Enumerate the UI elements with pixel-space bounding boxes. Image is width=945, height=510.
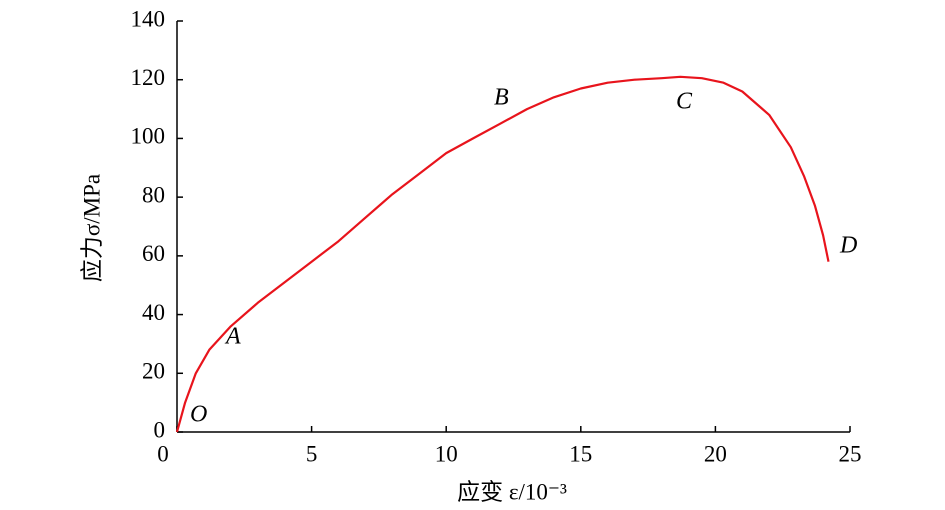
y-tick-label: 140 bbox=[131, 6, 166, 31]
y-tick-label: 40 bbox=[142, 300, 165, 325]
y-tick-label: 20 bbox=[142, 359, 165, 384]
x-tick-label: 25 bbox=[839, 441, 862, 466]
annotation: C bbox=[676, 89, 693, 115]
data-line bbox=[175, 75, 830, 433]
annotation: O bbox=[190, 402, 207, 428]
x-tick-label: 5 bbox=[306, 441, 318, 466]
y-tick-label: 60 bbox=[142, 241, 165, 266]
x-tick-label: 0 bbox=[157, 441, 169, 466]
annotation: D bbox=[839, 233, 857, 259]
y-tick-label: 100 bbox=[131, 124, 166, 149]
y-axis-label: 应力σ/MPa bbox=[79, 174, 104, 282]
y-tick-label: 80 bbox=[142, 182, 165, 207]
annotation: B bbox=[494, 85, 509, 111]
y-tick-label: 0 bbox=[154, 417, 166, 442]
x-axis-label: 应变 ε/10⁻³ bbox=[457, 479, 567, 504]
annotation: A bbox=[224, 324, 241, 350]
y-tick-label: 120 bbox=[131, 65, 166, 90]
x-tick-label: 20 bbox=[704, 441, 727, 466]
x-tick-label: 10 bbox=[435, 441, 458, 466]
x-tick-label: 15 bbox=[569, 441, 592, 466]
